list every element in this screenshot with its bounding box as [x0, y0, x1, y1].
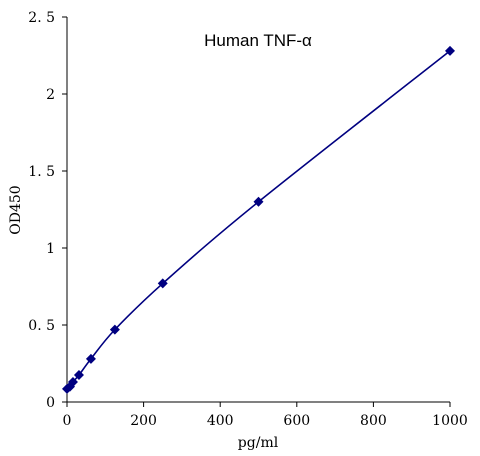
y-tick-label: 2. 5	[28, 10, 55, 26]
data-point	[445, 45, 455, 56]
data-point	[73, 370, 84, 381]
x-tick-label: 400	[207, 413, 234, 429]
x-tick-label: 0	[63, 413, 72, 429]
data-points	[62, 45, 455, 394]
data-point	[157, 278, 168, 289]
y-tick-label: 1. 5	[28, 164, 55, 180]
data-point	[109, 324, 120, 335]
y-tick-labels: 0 0. 5 1 1. 5 2 2. 5	[28, 10, 55, 411]
axes	[62, 16, 451, 407]
x-tick-label: 800	[360, 413, 387, 429]
series-line	[66, 50, 451, 390]
data-point	[67, 376, 78, 387]
x-tick-label: 600	[283, 413, 310, 429]
data-point	[253, 196, 264, 207]
y-tick-label: 2	[46, 87, 55, 103]
y-tick-label: 1	[46, 241, 55, 257]
y-tick-label: 0	[46, 395, 55, 411]
x-tick-label: 200	[130, 413, 157, 429]
x-tick-label: 1000	[432, 413, 468, 429]
y-tick-label: 0. 5	[28, 318, 55, 334]
chart-title: Human TNF-α	[204, 31, 312, 50]
x-tick-labels: 0 200 400 600 800 1000	[63, 413, 468, 429]
x-axis-label: pg/ml	[238, 435, 279, 451]
y-axis-label: OD450	[8, 185, 24, 234]
data-point	[85, 353, 96, 364]
